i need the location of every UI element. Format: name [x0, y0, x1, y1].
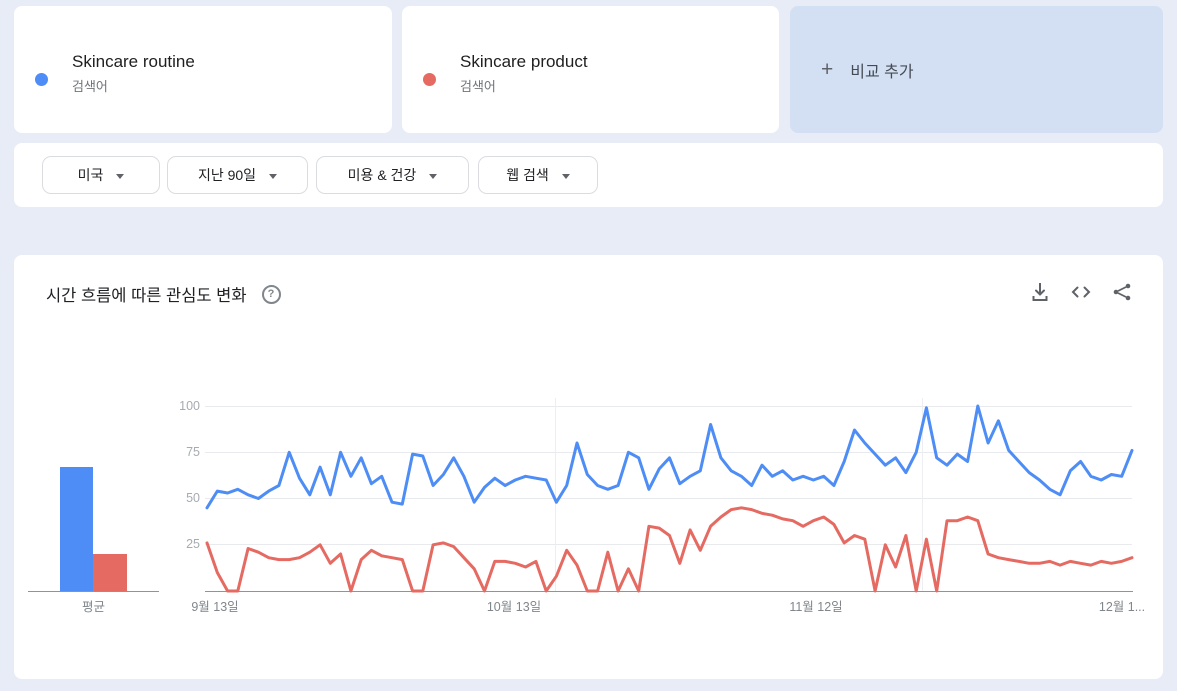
add-comparison-label: 비교 추가: [850, 63, 914, 81]
term-card-skincare-routine[interactable]: Skincare routine 검색어: [14, 6, 392, 133]
gridline-50: [205, 498, 1132, 499]
embed-code-icon[interactable]: [1070, 281, 1092, 303]
trend-line-chart[interactable]: [205, 398, 1134, 593]
gridline-25: [205, 544, 1132, 545]
filter-time-range-dropdown[interactable]: 지난 90일: [167, 156, 308, 194]
term-type-label: 검색어: [460, 79, 496, 94]
filter-region-dropdown[interactable]: 미국: [42, 156, 160, 194]
average-axis-line: [28, 591, 159, 592]
term-title: Skincare routine: [72, 52, 195, 71]
x-tick-nov12: 11월 12일: [789, 600, 843, 614]
filter-category-dropdown[interactable]: 미용 & 건강: [316, 156, 469, 194]
chevron-down-icon: [269, 173, 278, 179]
add-comparison-button[interactable]: + 비교 추가: [790, 6, 1163, 133]
x-axis-line: [205, 591, 1133, 592]
filter-time-range-label: 지난 90일: [197, 167, 257, 183]
chevron-down-icon: [116, 173, 125, 179]
term-type-label: 검색어: [72, 79, 108, 94]
vertical-gridline: [922, 398, 923, 591]
help-icon[interactable]: ?: [261, 284, 281, 304]
download-icon[interactable]: [1029, 281, 1051, 303]
share-icon[interactable]: [1111, 281, 1133, 303]
chevron-down-icon: [561, 173, 570, 179]
filter-region-label: 미국: [77, 167, 104, 183]
y-tick-75: 75: [186, 445, 200, 459]
term-card-skincare-product[interactable]: Skincare product 검색어: [402, 6, 779, 133]
interest-over-time-card: 시간 흐름에 따른 관심도 변화 ? 100 75: [14, 255, 1163, 679]
chart-title: 시간 흐름에 따른 관심도 변화: [46, 287, 247, 305]
x-tick-dec1x: 12월 1...: [1098, 600, 1146, 614]
y-tick-25: 25: [186, 537, 200, 551]
term-title: Skincare product: [460, 52, 588, 71]
gridline-75: [205, 452, 1132, 453]
filter-search-type-label: 웹 검색: [506, 167, 549, 183]
plus-icon: +: [821, 58, 834, 81]
average-bar-skincare-routine: [60, 467, 93, 591]
gridline-100: [205, 406, 1132, 407]
filter-search-type-dropdown[interactable]: 웹 검색: [478, 156, 598, 194]
average-bar-skincare-product: [93, 554, 127, 591]
y-tick-100: 100: [179, 399, 200, 413]
term-color-dot-red: [423, 73, 436, 86]
y-tick-50: 50: [186, 491, 200, 505]
x-tick-oct13: 10월 13일: [486, 600, 542, 614]
vertical-gridline: [555, 398, 556, 591]
filter-bar: 미국 지난 90일 미용 & 건강 웹 검색: [14, 143, 1163, 207]
average-axis-label: 평균: [81, 600, 105, 614]
term-color-dot-blue: [35, 73, 48, 86]
chevron-down-icon: [429, 173, 438, 179]
x-tick-sep13: 9월 13일: [191, 600, 239, 614]
filter-category-label: 미용 & 건강: [347, 167, 417, 183]
